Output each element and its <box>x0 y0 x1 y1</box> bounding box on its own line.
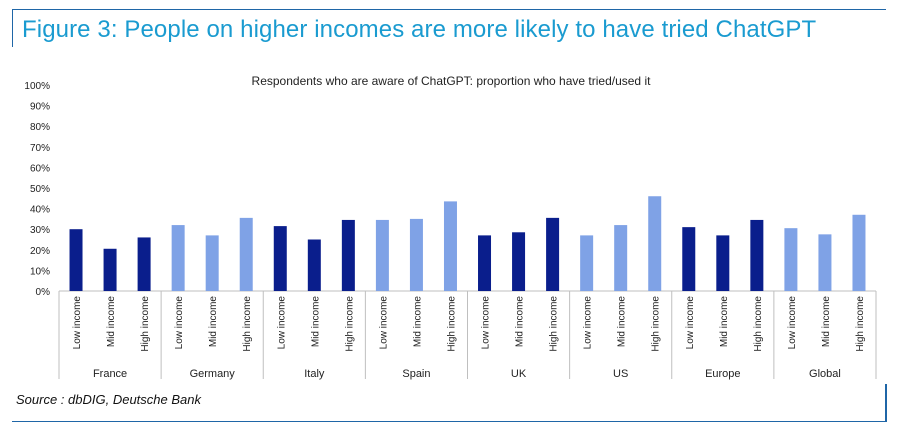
x-tick-label: Mid income <box>515 296 526 348</box>
bar <box>137 237 151 291</box>
bar <box>307 239 321 291</box>
y-tick-label: 20% <box>30 246 50 257</box>
x-tick-label: Low income <box>276 296 287 350</box>
frame-bottom-border <box>12 421 887 422</box>
bar <box>716 235 730 291</box>
x-tick-label: Mid income <box>310 296 321 348</box>
y-tick-label: 0% <box>36 287 51 298</box>
bar <box>648 196 662 291</box>
x-tick-label: Low income <box>72 296 83 350</box>
bar <box>818 234 832 291</box>
frame-left-border <box>12 9 13 47</box>
bar <box>443 201 457 291</box>
x-tick-label: High income <box>753 296 764 352</box>
bar <box>682 227 696 291</box>
y-tick-label: 30% <box>30 225 50 236</box>
bar <box>205 235 219 291</box>
x-tick-label: Mid income <box>208 296 219 348</box>
bar <box>273 226 287 291</box>
x-tick-label: Mid income <box>617 296 628 348</box>
group-label: Global <box>809 368 841 380</box>
bar-chart: Respondents who are aware of ChatGPT: pr… <box>24 74 877 380</box>
y-tick-label: 60% <box>30 163 50 174</box>
bar <box>375 219 389 291</box>
x-tick-label: High income <box>446 296 457 352</box>
x-tick-label: Mid income <box>719 296 730 348</box>
figure-title: Figure 3: People on higher incomes are m… <box>22 16 817 43</box>
group-label: Spain <box>402 368 430 380</box>
y-tick-label: 50% <box>30 184 50 195</box>
group-label: Europe <box>705 368 740 380</box>
x-tick-label: Mid income <box>412 296 423 348</box>
x-tick-label: Low income <box>174 296 185 350</box>
y-tick-label: 70% <box>30 143 50 154</box>
x-tick-label: High income <box>242 296 253 352</box>
group-label: Italy <box>304 368 325 380</box>
bar <box>409 218 423 291</box>
x-tick-label: High income <box>344 296 355 352</box>
x-tick-label: High income <box>549 296 560 352</box>
bar <box>239 217 253 291</box>
x-tick-label: Mid income <box>106 296 117 348</box>
x-tick-label: High income <box>140 296 151 352</box>
x-tick-label: Low income <box>481 296 492 350</box>
bar <box>852 214 866 291</box>
bar <box>546 217 560 291</box>
frame-right-border <box>885 384 887 421</box>
y-tick-label: 90% <box>30 102 50 113</box>
frame-top-border <box>12 9 886 10</box>
x-tick-label: Low income <box>583 296 594 350</box>
bar <box>171 225 185 291</box>
chart-title: Respondents who are aware of ChatGPT: pr… <box>252 74 652 88</box>
x-tick-label: Low income <box>378 296 389 350</box>
bar <box>341 219 355 291</box>
x-tick-label: High income <box>651 296 662 352</box>
bar <box>614 225 628 291</box>
group-label: France <box>93 368 127 380</box>
bar <box>103 248 117 291</box>
bar <box>69 229 83 291</box>
x-tick-label: Low income <box>787 296 798 350</box>
y-tick-label: 40% <box>30 205 50 216</box>
bar <box>750 219 764 291</box>
group-label: UK <box>511 368 527 380</box>
x-tick-label: Mid income <box>821 296 832 348</box>
bar <box>580 235 594 291</box>
bar <box>478 235 492 291</box>
group-label: US <box>613 368 628 380</box>
x-tick-label: High income <box>855 296 866 352</box>
bar <box>512 232 526 291</box>
y-tick-label: 80% <box>30 122 50 133</box>
y-tick-label: 100% <box>24 81 50 92</box>
group-label: Germany <box>190 368 236 380</box>
source-note: Source : dbDIG, Deutsche Bank <box>16 392 201 407</box>
bar <box>784 228 798 291</box>
y-tick-label: 10% <box>30 266 50 277</box>
x-tick-label: Low income <box>685 296 696 350</box>
